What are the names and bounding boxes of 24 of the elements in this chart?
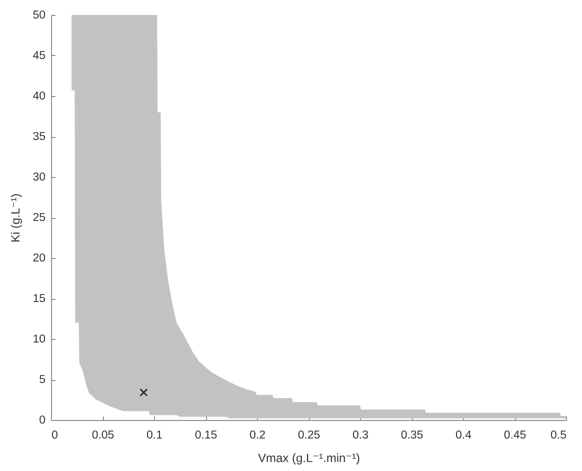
y-tick-label: 15 [32,293,46,305]
x-tick-label: 0.15 [194,430,218,442]
x-tick-label: 0.45 [504,430,526,442]
x-tick-label: 0 [52,430,58,442]
y-tick-label: 50 [32,10,46,22]
y-tick-label: 5 [39,374,46,386]
x-axis-title: Vmax (g.L⁻¹.min⁻¹) [258,451,360,465]
y-tick-label: 25 [32,212,46,224]
y-tick-label: 35 [32,131,46,143]
y-tick-label: 40 [32,90,46,102]
y-tick-label: 45 [32,50,46,62]
x-tick-label: 0.3 [352,430,368,442]
y-tick-label: 10 [32,334,46,346]
x-tick-label: 0.2 [250,430,266,442]
y-tick-label: 30 [32,172,46,184]
x-tick-label: 0.4 [456,430,472,442]
x-tick-label: 0.05 [92,430,114,442]
x-tick-label: 0.5 [550,430,566,442]
y-axis-title: Ki (g.L⁻¹) [8,193,23,243]
x-tick-label: 0.35 [400,430,424,442]
x-tick-label: 0.25 [298,430,320,442]
x-tick-label: 0.1 [146,430,162,442]
y-tick-label: 20 [32,252,46,264]
y-tick-label: 0 [39,414,46,426]
